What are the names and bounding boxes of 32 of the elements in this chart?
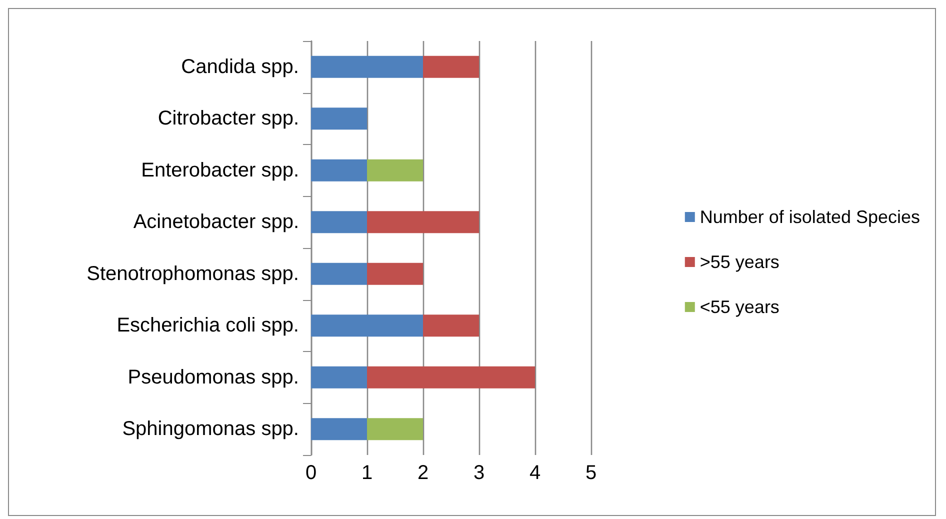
bar [367, 211, 479, 234]
y-tick-label: Sphingomonas spp. [122, 418, 299, 440]
bar [367, 159, 423, 182]
x-tick-label: 3 [473, 462, 485, 484]
y-tick-label: Citrobacter spp. [158, 108, 299, 130]
bar [423, 56, 479, 78]
x-tick-label: 5 [585, 462, 597, 484]
x-tick-label: 4 [529, 462, 541, 484]
bar [311, 262, 367, 285]
bar [311, 418, 367, 440]
bar [367, 366, 535, 388]
bar [311, 314, 423, 337]
y-tick-label: Acinetobacter spp. [133, 211, 299, 234]
bar [423, 314, 479, 337]
y-tick-label: Stenotrophomonas spp. [86, 262, 299, 285]
x-tick-label: 0 [305, 462, 317, 484]
y-tick-label: Escherichia coli spp. [116, 314, 299, 337]
y-tick-label: Pseudomonas spp. [128, 366, 299, 388]
bar [367, 418, 423, 440]
bar [311, 159, 367, 182]
y-tick-label: Candida spp. [181, 56, 299, 78]
legend-label: <55 years [700, 297, 780, 317]
bar [311, 211, 367, 234]
bar [311, 56, 423, 78]
bar [311, 108, 367, 130]
x-tick-label: 2 [417, 462, 429, 484]
legend-label: >55 years [700, 252, 780, 272]
y-tick-label: Enterobacter spp. [141, 159, 299, 182]
bar [311, 366, 367, 388]
x-tick-label: 1 [361, 462, 373, 484]
bar [367, 262, 423, 285]
legend-label: Number of isolated Species [700, 207, 920, 227]
